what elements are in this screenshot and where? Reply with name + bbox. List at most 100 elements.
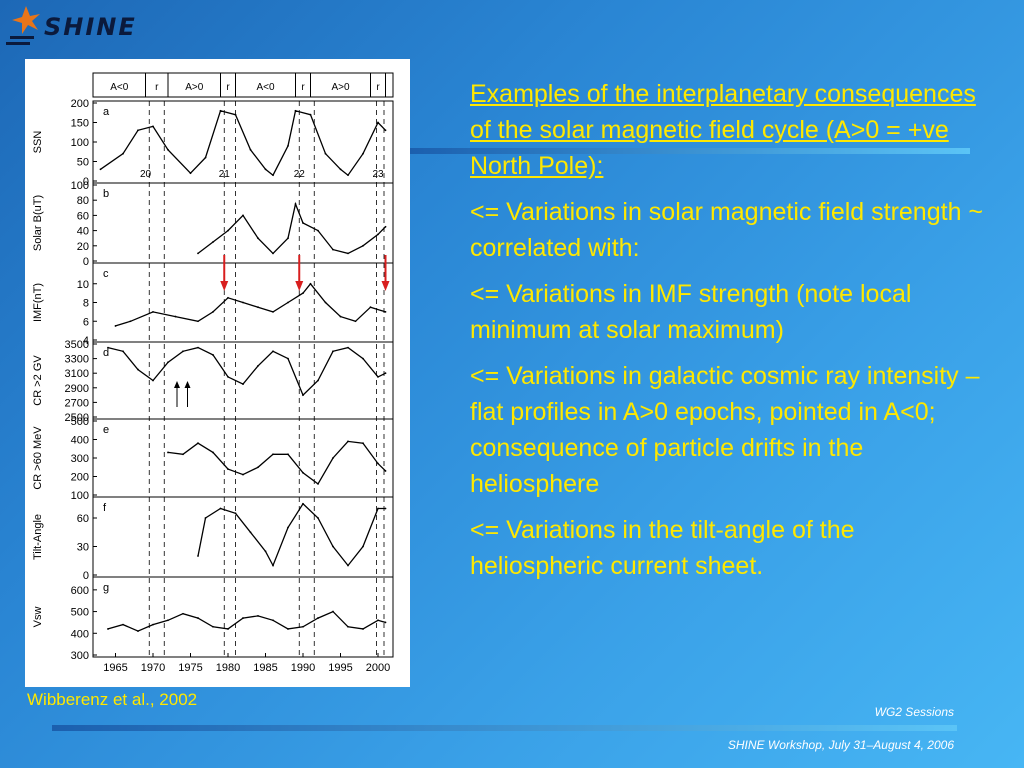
epoch-label: A<0 [256, 82, 275, 93]
data-point [369, 306, 372, 309]
data-point [324, 152, 327, 155]
data-point [287, 145, 289, 147]
data-point [212, 625, 214, 628]
data-point [272, 619, 274, 622]
data-point [152, 379, 154, 382]
data-point [377, 507, 379, 510]
data-point [287, 237, 289, 240]
data-point [347, 252, 349, 255]
data-point [107, 628, 109, 630]
data-point [384, 129, 387, 132]
data-point [219, 109, 222, 112]
y-tick-label: 200 [71, 472, 89, 484]
y-tick-label: 60 [77, 210, 89, 222]
data-point [354, 320, 357, 323]
data-point [302, 502, 304, 505]
series-line-a [100, 110, 386, 177]
data-point [174, 315, 177, 318]
data-point [249, 531, 252, 534]
data-point [287, 301, 289, 304]
data-point [152, 125, 154, 128]
text-block: Examples of the interplanetary consequen… [470, 76, 990, 594]
data-point [332, 545, 334, 548]
y-axis-label: Tilt-Angle [32, 514, 44, 560]
data-point [294, 203, 297, 205]
data-point [227, 229, 229, 232]
up-arrow-head [184, 381, 191, 388]
y-tick-label: 300 [71, 650, 89, 662]
data-point [137, 368, 139, 371]
x-tick-label: 2000 [366, 662, 390, 674]
y-tick-label: 500 [71, 416, 89, 428]
data-point [152, 310, 154, 313]
cycle-number: 20 [140, 169, 152, 180]
x-tick-label: 1970 [141, 662, 165, 674]
data-point [272, 350, 274, 353]
figure-caption: Wibberenz et al., 2002 [27, 690, 198, 709]
data-point [362, 244, 364, 247]
data-point [99, 168, 102, 171]
y-axis-label: Solar B(uT) [32, 195, 44, 251]
y-tick-label: 400 [71, 628, 89, 640]
data-point [332, 350, 334, 353]
red-arrow-head [295, 281, 304, 291]
data-point [362, 545, 364, 548]
panel-letter: c [103, 268, 109, 280]
data-point [197, 555, 199, 557]
y-tick-label: 0 [83, 176, 89, 188]
y-tick-label: 3500 [65, 339, 89, 351]
data-point [204, 517, 207, 519]
panel-letter: e [103, 424, 109, 436]
y-tick-label: 6 [83, 316, 89, 328]
data-point [227, 296, 229, 299]
y-tick-label: 60 [77, 513, 89, 525]
data-point [347, 174, 349, 177]
y-tick-label: 3100 [65, 368, 89, 380]
data-point [264, 550, 267, 553]
data-point [264, 168, 267, 171]
data-point [197, 346, 199, 349]
data-point [272, 310, 274, 313]
data-point [384, 225, 387, 228]
data-point [317, 517, 319, 519]
data-point [347, 440, 349, 443]
data-point [257, 237, 259, 240]
data-point [324, 301, 327, 304]
data-point [332, 457, 334, 459]
panel-letter: b [103, 188, 109, 200]
data-point [189, 172, 192, 175]
epoch-label: r [155, 82, 159, 93]
data-point [377, 121, 379, 124]
data-point [377, 619, 379, 622]
data-point [347, 625, 349, 628]
data-point [302, 222, 304, 224]
y-tick-label: 100 [71, 137, 89, 149]
series-line-d [107, 346, 386, 397]
data-point [122, 152, 124, 155]
data-point [122, 623, 124, 626]
y-tick-label: 150 [71, 118, 89, 130]
series-line-e [167, 440, 386, 485]
data-point [257, 365, 259, 367]
data-point [384, 470, 387, 472]
y-tick-label: 4 [83, 335, 89, 347]
y-tick-label: 2500 [65, 412, 89, 424]
y-axis-label: IMF(nT) [32, 283, 44, 322]
y-tick-label: 600 [71, 585, 89, 597]
panel-letter: a [103, 106, 110, 118]
y-tick-label: 20 [77, 241, 89, 253]
data-point [384, 372, 387, 375]
series-line-g [107, 610, 386, 632]
y-tick-label: 200 [71, 98, 89, 110]
y-axis-label: Vsw [32, 607, 44, 628]
heading: Examples of the interplanetary consequen… [470, 80, 976, 180]
data-point [332, 610, 334, 613]
data-point [182, 453, 184, 456]
data-point [272, 252, 274, 255]
x-tick-label: 1965 [103, 662, 127, 674]
data-point [272, 453, 274, 456]
y-tick-label: 100 [71, 490, 89, 502]
data-point [347, 564, 349, 567]
data-point [227, 375, 229, 378]
